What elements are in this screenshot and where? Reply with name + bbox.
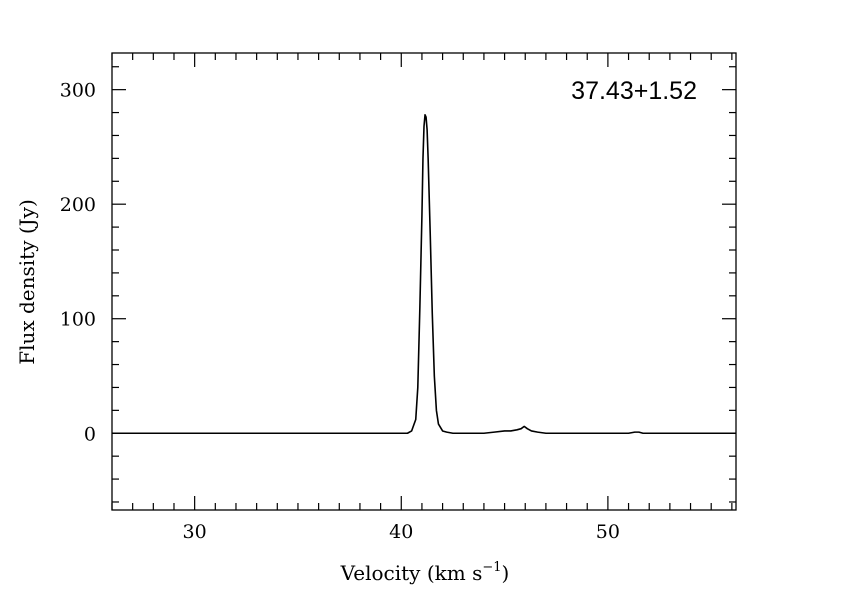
- axis-tick-labels: 30 40 50 0 100 200 300: [60, 80, 620, 543]
- x-tick-label: 50: [596, 521, 620, 543]
- plot-frame: [111, 52, 737, 511]
- x-axis-label: Velocity (km s−1): [340, 560, 510, 585]
- x-tick-label: 30: [183, 521, 207, 543]
- y-axis-label: Flux density (Jy): [15, 199, 39, 365]
- y-tick-label: 100: [60, 309, 96, 331]
- y-tick-label: 0: [84, 423, 96, 445]
- axis-ticks: [111, 53, 736, 510]
- source-name-label: 37.43+1.52: [571, 77, 697, 105]
- x-tick-label: 40: [389, 521, 413, 543]
- y-tick-label: 300: [60, 80, 96, 102]
- y-tick-label: 200: [60, 194, 96, 216]
- spectrum-line: [112, 114, 736, 435]
